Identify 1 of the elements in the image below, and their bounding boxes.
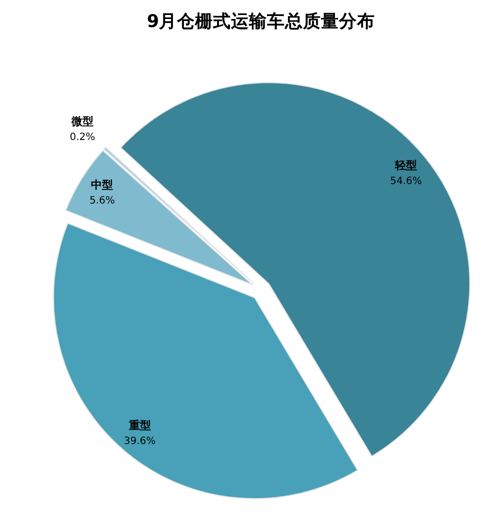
title: 9月仓栅式运输车总质量分布 [146, 12, 376, 32]
